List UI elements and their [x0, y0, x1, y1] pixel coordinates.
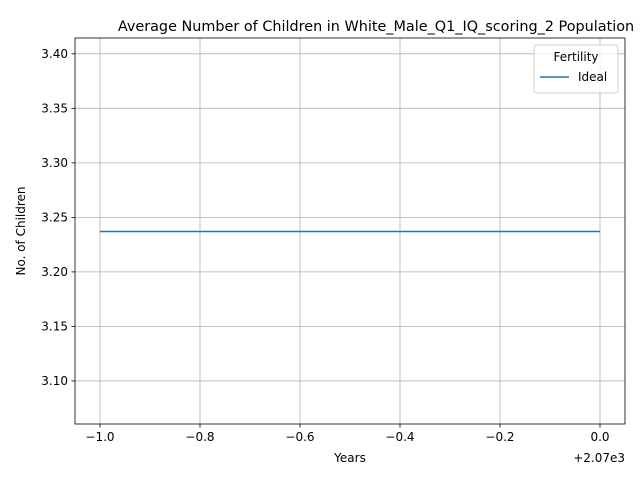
y-tick-label: 3.40 [41, 47, 68, 61]
legend-label-ideal: Ideal [578, 70, 607, 84]
x-axis-label: Years [333, 451, 366, 465]
legend-frame [533, 44, 619, 94]
y-axis-label: No. of Children [14, 186, 28, 275]
x-tick-label: −0.6 [285, 430, 314, 444]
x-tick-label: −0.2 [485, 430, 514, 444]
x-axis-offset-label: +2.07e3 [573, 451, 625, 465]
x-tick-label: −0.8 [185, 430, 214, 444]
chart-title: Average Number of Children in White_Male… [118, 19, 634, 35]
x-tick-label: 0.0 [590, 430, 609, 444]
y-tick-label: 3.30 [41, 156, 68, 170]
y-tick-label: 3.20 [41, 265, 68, 279]
x-tick-label: −1.0 [85, 430, 114, 444]
y-tick-label: 3.15 [41, 319, 68, 333]
y-tick-label: 3.35 [41, 101, 68, 115]
legend-title: Fertility [553, 50, 598, 64]
x-tick-label: −0.4 [385, 430, 414, 444]
ticks: −1.0 −0.8 −0.6 −0.4 −0.2 0.0 3.10 3.15 3.20 3.25 3… [41, 47, 609, 444]
y-tick-label: 3.25 [41, 210, 68, 224]
legend: Fertility Ideal [533, 44, 619, 94]
plot-area-frame [74, 37, 626, 425]
y-tick-label: 3.10 [41, 374, 68, 388]
